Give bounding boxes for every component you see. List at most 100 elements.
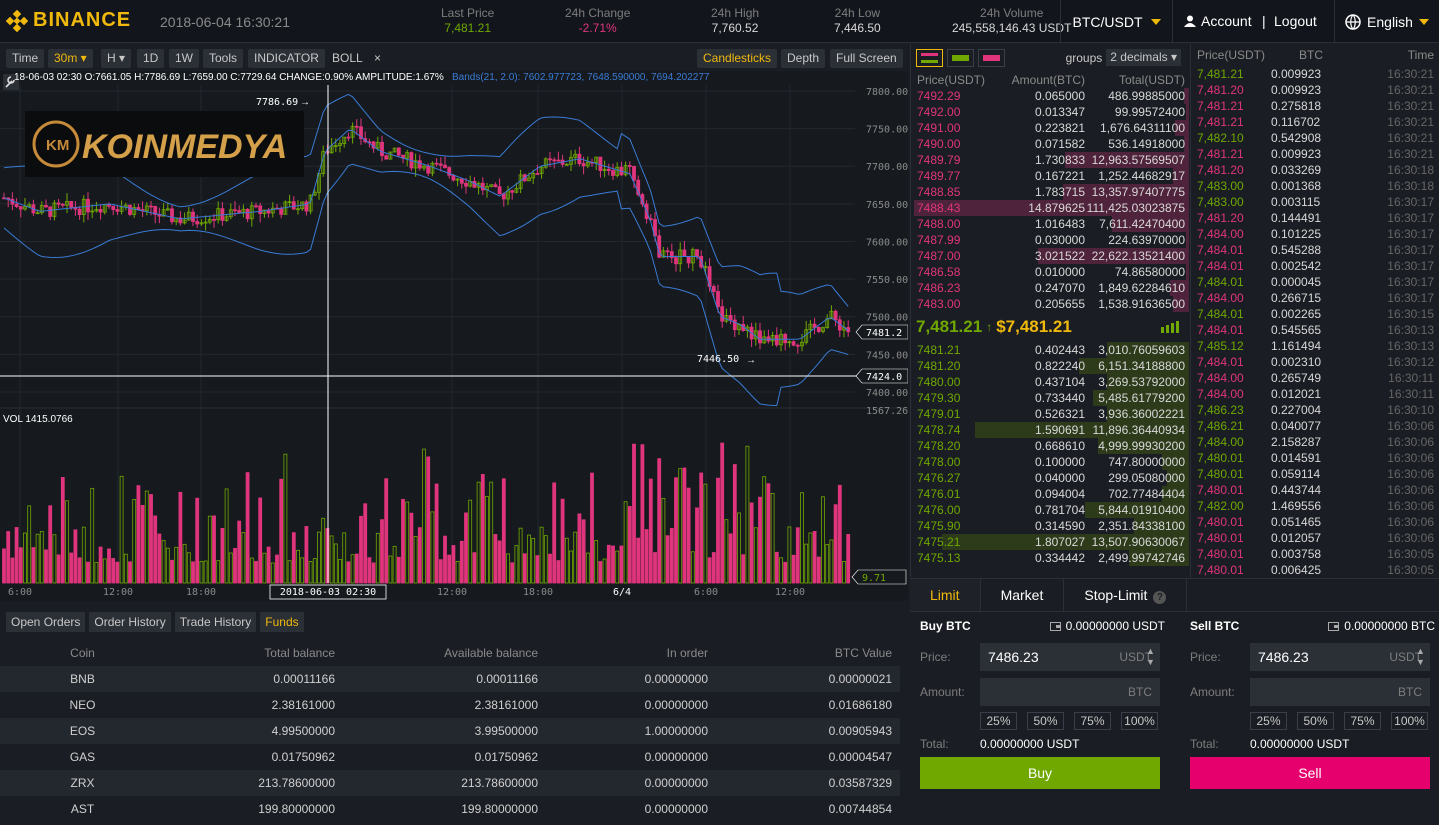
watermark-text: KOINMEDYA bbox=[82, 128, 287, 166]
candle-body bbox=[514, 188, 519, 193]
volume-bar bbox=[380, 519, 384, 584]
fullscreen-button[interactable]: Full Screen bbox=[830, 49, 903, 68]
volume-bar bbox=[98, 546, 103, 584]
ask-row[interactable]: 7487.99 0.030000 224.63970000 bbox=[911, 232, 1189, 248]
candle-body bbox=[426, 165, 431, 174]
ask-row[interactable]: 7483.00 0.205655 1,538.91636500 bbox=[911, 296, 1189, 312]
bid-row[interactable]: 7479.01 0.526321 3,936.36002221 bbox=[911, 406, 1189, 422]
price-stepper-icon[interactable]: ▲ ▼ bbox=[1146, 645, 1155, 667]
percent-50-button[interactable]: 50% bbox=[1297, 712, 1334, 730]
percent-50-button[interactable]: 50% bbox=[1027, 712, 1064, 730]
bid-cell: 747.80000000 bbox=[1108, 455, 1185, 469]
table-cell: 0.00004547 bbox=[828, 750, 892, 764]
bid-row[interactable]: 7475.13 0.334442 2,499.99742746 bbox=[911, 550, 1189, 566]
bid-row[interactable]: 7478.74 1.590691 11,896.36440934 bbox=[911, 422, 1189, 438]
bid-row[interactable]: 7476.00 0.781704 5,844.01910400 bbox=[911, 502, 1189, 518]
percent-100-button[interactable]: 100% bbox=[1391, 712, 1428, 730]
hour-selector[interactable]: H ▾ bbox=[101, 49, 132, 68]
orderbook-view-bids-button[interactable] bbox=[947, 49, 974, 67]
time-tick-label: 6/4 bbox=[613, 587, 631, 598]
trade-price: 7,482.00 bbox=[1197, 499, 1244, 513]
bid-row[interactable]: 7481.20 0.822240 6,151.34188800 bbox=[911, 358, 1189, 374]
tab-stop-limit[interactable]: Stop-Limit? bbox=[1064, 579, 1188, 611]
candle-body bbox=[510, 190, 515, 193]
indicator-button[interactable]: INDICATOR bbox=[248, 49, 325, 68]
buy-total: 0.00000000 USDT bbox=[980, 737, 1080, 751]
volume-bar bbox=[489, 481, 494, 584]
time-button[interactable]: Time bbox=[6, 49, 45, 68]
tab-funds[interactable]: Funds bbox=[260, 612, 304, 632]
volume-label: VOL 1415.0766 bbox=[3, 414, 73, 425]
bid-row[interactable]: 7479.30 0.733440 5,485.61779200 bbox=[911, 390, 1189, 406]
candle-body bbox=[539, 166, 544, 174]
trade-price: 7,480.01 bbox=[1197, 547, 1244, 561]
trade-amount: 0.545565 bbox=[1271, 323, 1322, 337]
tab-trade-history[interactable]: Trade History bbox=[174, 612, 257, 632]
logout-link[interactable]: Logout bbox=[1274, 13, 1317, 29]
candle-body bbox=[39, 205, 44, 214]
bid-row[interactable]: 7478.00 0.100000 747.80000000 bbox=[911, 454, 1189, 470]
tools-button[interactable]: Tools bbox=[203, 49, 244, 68]
ask-cell: 7492.00 bbox=[917, 105, 961, 119]
table-row: NEO 2.38161000 2.38161000 0.00000000 0.01686… bbox=[0, 692, 900, 718]
percent-100-button[interactable]: 100% bbox=[1121, 712, 1158, 730]
tab-market[interactable]: Market bbox=[981, 579, 1065, 611]
tab-limit[interactable]: Limit bbox=[910, 579, 981, 611]
ask-row[interactable]: 7490.00 0.071582 536.14918000 bbox=[911, 136, 1189, 152]
volume-bar bbox=[657, 458, 662, 584]
sell-button[interactable]: Sell bbox=[1190, 757, 1430, 789]
wrench-icon[interactable] bbox=[3, 74, 19, 90]
ask-row[interactable]: 7489.77 0.167221 1,252.44682917 bbox=[911, 168, 1189, 184]
trade-time: 16:30:12 bbox=[1387, 355, 1434, 369]
ask-row[interactable]: 7488.43 14.879625 111,425.03023875 bbox=[911, 200, 1189, 216]
sell-amount-input[interactable]: BTC bbox=[1250, 677, 1430, 706]
bid-row[interactable]: 7476.01 0.094004 702.77484404 bbox=[911, 486, 1189, 502]
tab-open-orders[interactable]: Open Orders bbox=[6, 612, 86, 632]
interval-1w-button[interactable]: 1W bbox=[169, 49, 199, 68]
ask-row[interactable]: 7492.29 0.065000 486.99885000 bbox=[911, 88, 1189, 104]
buy-button[interactable]: Buy bbox=[920, 757, 1160, 789]
ask-row[interactable]: 7486.23 0.247070 1,849.62284610 bbox=[911, 280, 1189, 296]
candlesticks-button[interactable]: Candlesticks bbox=[697, 49, 778, 68]
interval-1d-button[interactable]: 1D bbox=[137, 49, 165, 68]
ask-row[interactable]: 7487.00 3.021522 22,622.13521400 bbox=[911, 248, 1189, 264]
last-price-usd: $7,481.21 bbox=[996, 317, 1072, 336]
chart-canvas[interactable]: 7800.00 7750.00 7700.00 7650.00 7600.00 7550.… bbox=[0, 71, 909, 601]
groups-selector[interactable]: 2 decimals ▾ bbox=[1106, 49, 1181, 66]
close-icon[interactable]: × bbox=[374, 51, 382, 65]
buy-amount-input[interactable]: BTC bbox=[980, 677, 1160, 706]
price-stepper-icon[interactable]: ▲ ▼ bbox=[1416, 645, 1425, 667]
interval-selector[interactable]: 30m ▾ bbox=[48, 49, 93, 68]
bid-row[interactable]: 7478.20 0.668610 4,999.99930200 bbox=[911, 438, 1189, 454]
ask-row[interactable]: 7491.00 0.223821 1,676.64311100 bbox=[911, 120, 1189, 136]
bid-row[interactable]: 7475.90 0.314590 2,351.84338100 bbox=[911, 518, 1189, 534]
depth-button[interactable]: Depth bbox=[781, 49, 826, 68]
percent-25-button[interactable]: 25% bbox=[980, 712, 1017, 730]
language-selector[interactable]: English bbox=[1334, 0, 1439, 43]
price-chart[interactable]: 7800.00 7750.00 7700.00 7650.00 7600.00 7550.… bbox=[0, 71, 909, 601]
percent-25-button[interactable]: 25% bbox=[1250, 712, 1287, 730]
buy-price-input[interactable]: 7486.23 USDT bbox=[980, 642, 1160, 671]
tab-order-history[interactable]: Order History bbox=[89, 612, 171, 632]
volume-bar bbox=[695, 507, 699, 584]
ask-row[interactable]: 7488.85 1.783715 13,357.97407775 bbox=[911, 184, 1189, 200]
percent-75-button[interactable]: 75% bbox=[1074, 712, 1111, 730]
account-link[interactable]: Account bbox=[1184, 13, 1252, 29]
orderbook-view-asks-button[interactable] bbox=[978, 49, 1005, 67]
ask-row[interactable]: 7489.79 1.730833 12,963.57569507 bbox=[911, 152, 1189, 168]
bid-row[interactable]: 7480.00 0.437104 3,269.53792000 bbox=[911, 374, 1189, 390]
ask-row[interactable]: 7492.00 0.013347 99.99572400 bbox=[911, 104, 1189, 120]
binance-logo[interactable]: BINANCE bbox=[6, 9, 131, 32]
volume-bar bbox=[812, 531, 817, 584]
bid-row[interactable]: 7481.21 0.402443 3,010.76059603 bbox=[911, 342, 1189, 358]
ask-row[interactable]: 7488.00 1.016483 7,611.42470400 bbox=[911, 216, 1189, 232]
ask-row[interactable]: 7486.58 0.010000 74.86580000 bbox=[911, 264, 1189, 280]
orderbook-view-all-button[interactable] bbox=[916, 49, 943, 67]
pair-selector[interactable]: BTC/USDT bbox=[1060, 0, 1173, 43]
sell-price-input[interactable]: 7486.23 USDT bbox=[1250, 642, 1430, 671]
bid-row[interactable]: 7475.21 1.807027 13,507.90630067 bbox=[911, 534, 1189, 550]
volume-bar bbox=[531, 537, 536, 584]
help-icon[interactable]: ? bbox=[1153, 591, 1167, 604]
percent-75-button[interactable]: 75% bbox=[1344, 712, 1381, 730]
bid-row[interactable]: 7476.27 0.040000 299.05080000 bbox=[911, 470, 1189, 486]
